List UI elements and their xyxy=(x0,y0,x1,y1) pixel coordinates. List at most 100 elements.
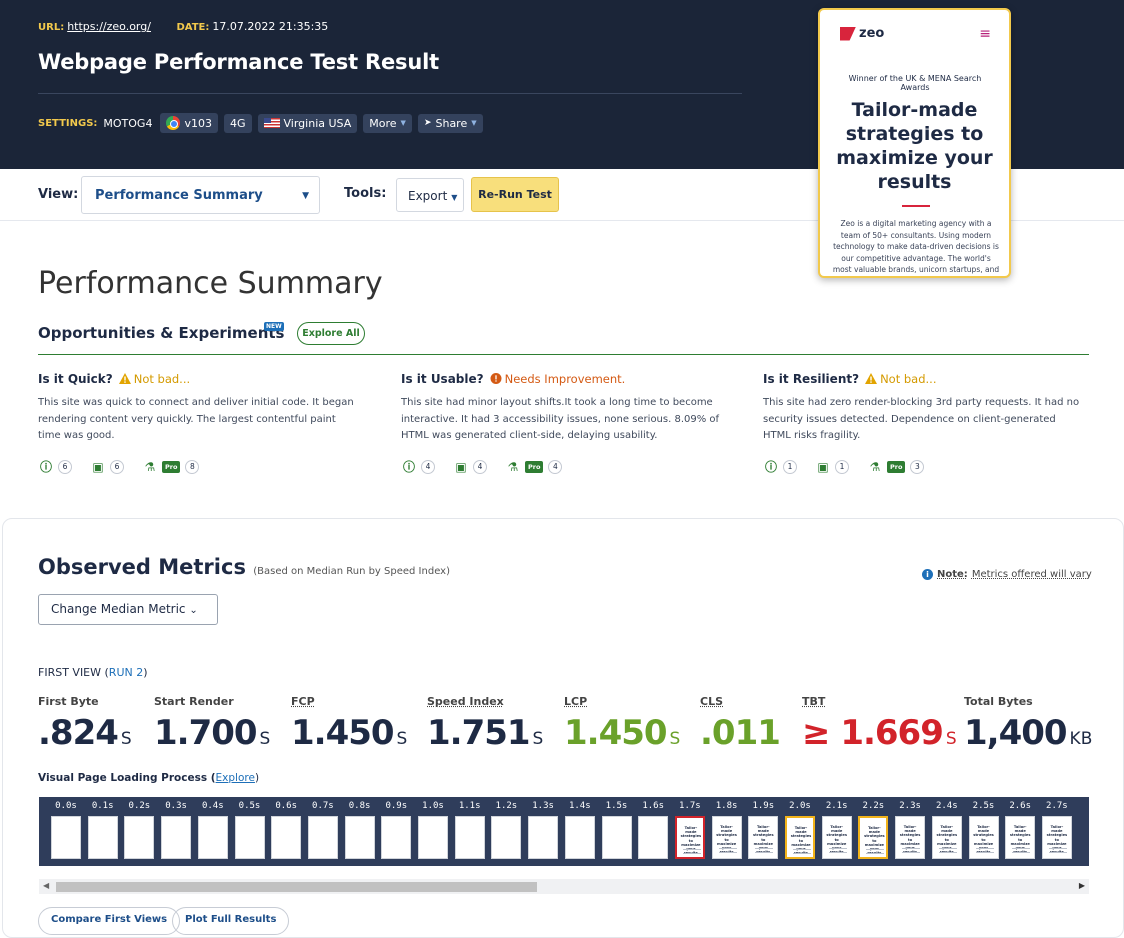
tips-count[interactable]: ⓘ 6 xyxy=(39,460,72,474)
settings-label: SETTINGS: xyxy=(38,117,98,129)
filmstrip-frame[interactable]: 2.5s Tailor-made strategies to maximize y… xyxy=(967,797,1001,866)
frame-content-text: Tailor-made strategies to maximize your … xyxy=(936,825,958,854)
filmstrip-frame[interactable]: 0.5s xyxy=(233,797,267,866)
view-select[interactable]: Performance Summary ▼ xyxy=(81,176,320,214)
pro-experiments-count[interactable]: ⚗ Pro 3 xyxy=(868,460,925,474)
filmstrip-frame[interactable]: 1.1s xyxy=(453,797,487,866)
plot-full-results-button[interactable]: Plot Full Results xyxy=(172,907,290,935)
filmstrip-frame[interactable]: 2 xyxy=(1077,797,1089,866)
filmstrip-frame[interactable]: 1.7s Tailor-made strategies to maximize y… xyxy=(673,797,707,866)
metric-value: .011 xyxy=(700,713,783,753)
frame-content-text: Tailor-made strategies to maximize your … xyxy=(1009,825,1031,854)
filmstrip-frame[interactable]: 0.4s xyxy=(196,797,230,866)
metric-label[interactable]: TBT xyxy=(802,695,826,708)
frame-content-text: Tailor-made strategies to maximize your … xyxy=(899,825,921,854)
pro-experiments-count[interactable]: ⚗ Pro 4 xyxy=(506,460,563,474)
frame-content-line xyxy=(755,848,774,849)
frame-time: 0.9s xyxy=(385,801,408,811)
frame-content-line xyxy=(975,852,994,853)
run-link[interactable]: RUN 2 xyxy=(108,666,144,679)
filmstrip-frame[interactable]: 2.7s Tailor-made strategies to maximize y… xyxy=(1040,797,1074,866)
filmstrip-frame[interactable]: 2.4s Tailor-made strategies to maximize y… xyxy=(930,797,964,866)
metrics-note[interactable]: i Note: Metrics offered will vary xyxy=(922,569,1092,580)
explore-all-button[interactable]: Explore All xyxy=(297,322,365,345)
filmstrip-frame[interactable]: 0.6s xyxy=(269,797,303,866)
location-value: Virginia USA xyxy=(283,116,352,130)
share-button[interactable]: ➤ Share ▼ xyxy=(417,113,483,133)
date-label: DATE: xyxy=(176,22,210,33)
metric-number: 1.450 xyxy=(564,713,668,753)
filmstrip-frame[interactable]: 2.6s Tailor-made strategies to maximize y… xyxy=(1003,797,1037,866)
filmstrip-frame[interactable]: 1.0s xyxy=(416,797,450,866)
rerun-test-button[interactable]: Re-Run Test xyxy=(471,177,559,212)
metric-total-bytes: Total Bytes 1,400 KB xyxy=(964,695,1092,753)
frame-thumbnail: Tailor-made strategies to maximize your … xyxy=(748,816,779,859)
count-value: 8 xyxy=(185,460,200,474)
filmstrip-frame[interactable]: 2.3s Tailor-made strategies to maximize y… xyxy=(893,797,927,866)
scrollbar-thumb[interactable] xyxy=(56,882,537,892)
observed-metrics-card xyxy=(2,518,1124,938)
flask-icon: ⚗ xyxy=(869,460,881,474)
metric-number: 1.450 xyxy=(291,713,395,753)
filmstrip-frame[interactable]: 0.9s xyxy=(379,797,413,866)
metric-unit: S xyxy=(532,729,544,749)
filmstrip-frame[interactable]: 1.6s xyxy=(636,797,670,866)
usable-verdict: Needs Improvement. xyxy=(490,372,625,386)
frame-time: 1.0s xyxy=(422,801,444,811)
metric-label[interactable]: Speed Index xyxy=(427,695,504,708)
filmstrip-frame[interactable]: 1.3s xyxy=(526,797,560,866)
filmstrip-frame[interactable]: 1.4s xyxy=(563,797,597,866)
url-link[interactable]: https://zeo.org/ xyxy=(67,20,151,33)
filmstrip-frame[interactable]: 0.8s xyxy=(343,797,377,866)
experiments-count[interactable]: ▣ 1 xyxy=(816,460,849,474)
filmstrip-frame[interactable]: 0.0s xyxy=(49,797,83,866)
filmstrip-frame[interactable]: 1.8s Tailor-made strategies to maximize y… xyxy=(710,797,744,866)
compare-first-views-button[interactable]: Compare First Views xyxy=(38,907,181,935)
metric-label[interactable]: LCP xyxy=(564,695,588,708)
frame-thumbnail xyxy=(638,816,669,859)
tips-count[interactable]: ⓘ 4 xyxy=(402,460,435,474)
scroll-left-arrow-icon[interactable]: ◀ xyxy=(43,881,50,890)
frame-content-text: Tailor-made strategies to maximize your … xyxy=(864,826,885,855)
experiments-count[interactable]: ▣ 4 xyxy=(454,460,487,474)
vpl-explore-link[interactable]: Explore xyxy=(215,772,255,784)
filmstrip-scrollbar[interactable]: ◀ ▶ xyxy=(39,879,1089,894)
frame-time: 1.5s xyxy=(605,801,628,811)
frame-time: 2.1s xyxy=(825,801,848,811)
observed-title: Observed Metrics xyxy=(38,555,246,579)
filmstrip[interactable]: 0.0s 0.1s 0.2s 0.3s 0.4s 0.5s 0.6s 0.7s 0.8s 0.9s… xyxy=(39,797,1089,866)
filmstrip-frame[interactable]: 1.9s Tailor-made strategies to maximize y… xyxy=(746,797,780,866)
vpl-text: Visual Page Loading Process ( xyxy=(38,772,216,784)
page-preview-thumbnail[interactable]: zeo ≡ Winner of the UK & MENA Search Awa… xyxy=(818,8,1011,278)
filmstrip-frame[interactable]: 0.2s xyxy=(122,797,156,866)
location-chip: Virginia USA xyxy=(257,113,358,133)
tips-count[interactable]: ⓘ 1 xyxy=(764,460,797,474)
frame-content-text: Tailor-made strategies to maximize your … xyxy=(973,825,994,854)
filmstrip-frame[interactable]: 0.1s xyxy=(86,797,120,866)
metric-label[interactable]: CLS xyxy=(700,695,724,708)
new-badge: NEW xyxy=(264,322,284,331)
filmstrip-frame[interactable]: 0.7s xyxy=(306,797,340,866)
frame-time: 2.7s xyxy=(1046,801,1068,811)
frame-content-line xyxy=(1012,848,1031,849)
frame-time: 0.8s xyxy=(348,801,371,811)
filmstrip-frame[interactable]: 2.2s Tailor-made strategies to maximize y… xyxy=(856,797,890,866)
experiments-count[interactable]: ▣ 6 xyxy=(91,460,124,474)
frame-time: 1.4s xyxy=(568,801,591,811)
frame-content-text: Tailor-made strategies to maximize your … xyxy=(716,825,737,854)
change-median-metric-button[interactable]: Change Median Metric ⌄ xyxy=(38,594,218,625)
more-button[interactable]: More ▼ xyxy=(363,113,412,133)
filmstrip-frame[interactable]: 0.3s xyxy=(159,797,193,866)
lightbulb-info-icon: ⓘ xyxy=(39,460,52,474)
chevron-down-icon: ⌄ xyxy=(189,605,198,616)
filmstrip-frame[interactable]: 1.5s xyxy=(600,797,634,866)
export-button[interactable]: Export ▼ xyxy=(396,178,464,212)
pro-experiments-count[interactable]: ⚗ Pro 8 xyxy=(143,460,200,474)
date-value: 17.07.2022 21:35:35 xyxy=(212,20,329,33)
scroll-right-arrow-icon[interactable]: ▶ xyxy=(1078,881,1085,890)
filmstrip-frame[interactable]: 2.0s Tailor-made strategies to maximize y… xyxy=(783,797,817,866)
filmstrip-frame[interactable]: 2.1s Tailor-made strategies to maximize y… xyxy=(820,797,854,866)
metric-value: 1.450 S xyxy=(564,713,680,753)
filmstrip-frame[interactable]: 1.2s xyxy=(489,797,523,866)
metric-label[interactable]: FCP xyxy=(291,695,315,708)
